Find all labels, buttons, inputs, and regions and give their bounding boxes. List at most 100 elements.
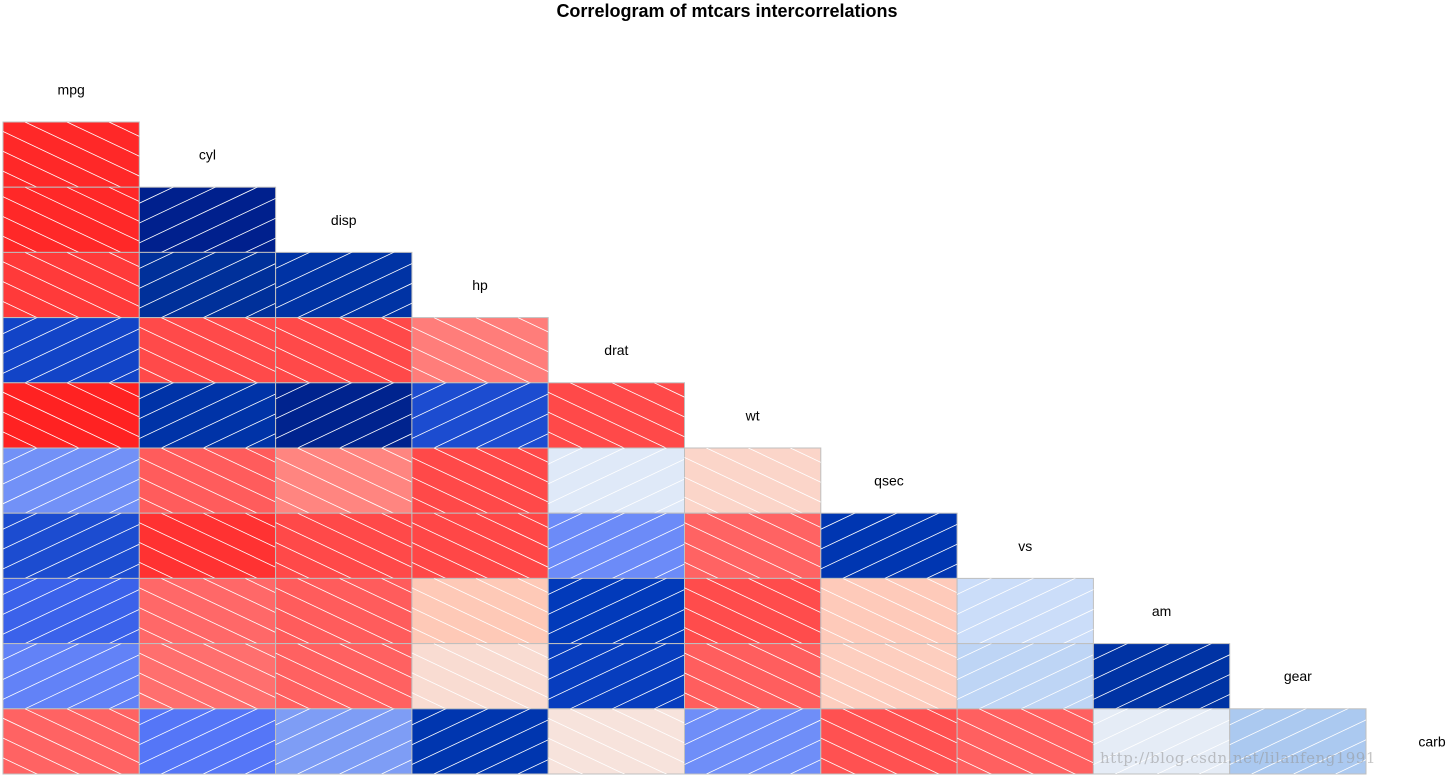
correlation-cell-gear-qsec xyxy=(820,643,958,710)
cell-hatch xyxy=(684,578,821,644)
cell-fill xyxy=(684,643,822,710)
cell-hatch xyxy=(684,448,821,514)
cell-fill xyxy=(820,708,958,775)
variable-label-hp: hp xyxy=(472,277,488,293)
correlation-cell-am-mpg xyxy=(2,577,140,645)
cell-fill xyxy=(820,643,958,710)
cell-fill xyxy=(2,577,140,645)
cell-fill xyxy=(411,512,549,579)
cell-fill xyxy=(138,251,277,319)
cell-hatch xyxy=(275,643,412,709)
correlation-cell-qsec-disp xyxy=(275,447,413,514)
cell-fill xyxy=(138,643,277,710)
cell-hatch xyxy=(411,513,549,579)
cell-hatch xyxy=(3,513,140,579)
cell-fill xyxy=(411,577,549,645)
cell-fill xyxy=(275,643,413,710)
cell-hatch xyxy=(820,578,958,644)
cell-fill xyxy=(411,382,549,449)
cell-fill xyxy=(275,708,413,775)
variable-label-drat: drat xyxy=(604,342,628,358)
cell-hatch xyxy=(684,513,821,579)
variable-label-mpg: mpg xyxy=(58,81,85,97)
cell-hatch xyxy=(3,122,140,188)
cell-fill xyxy=(1092,643,1231,710)
correlation-cell-gear-drat xyxy=(547,643,686,710)
cell-fill xyxy=(275,317,413,384)
cell-hatch xyxy=(1093,643,1230,709)
cell-fill xyxy=(820,512,958,579)
cell-fill xyxy=(684,512,822,579)
correlation-cell-gear-cyl xyxy=(138,643,277,710)
variable-label-wt: wt xyxy=(745,407,760,423)
variable-label-qsec: qsec xyxy=(874,473,904,489)
correlation-cell-vs-wt xyxy=(684,512,822,579)
cell-hatch xyxy=(3,578,140,644)
correlation-cell-carb-drat xyxy=(547,708,686,775)
cell-hatch xyxy=(139,382,276,448)
cell-fill xyxy=(411,447,549,514)
correlation-cell-vs-mpg xyxy=(2,512,140,579)
cell-hatch xyxy=(548,448,685,514)
cell-hatch xyxy=(139,317,276,383)
watermark-text: http://blog.csdn.net/lilanfeng1991 xyxy=(1100,749,1376,767)
cell-hatch xyxy=(820,513,958,579)
cell-fill xyxy=(411,317,549,384)
correlation-cell-wt-hp xyxy=(411,382,549,449)
cell-hatch xyxy=(275,317,412,383)
variable-label-vs: vs xyxy=(1018,538,1032,554)
cell-hatch xyxy=(139,513,276,579)
cell-hatch xyxy=(957,708,1094,774)
cell-hatch xyxy=(275,513,412,579)
cell-hatch xyxy=(1093,708,1230,774)
cell-hatch xyxy=(275,708,412,774)
cell-hatch xyxy=(548,513,685,579)
cell-fill xyxy=(547,512,686,579)
correlation-cell-vs-qsec xyxy=(820,512,958,579)
correlation-cell-disp-mpg xyxy=(2,186,140,253)
cell-fill xyxy=(1092,708,1231,775)
cell-fill xyxy=(684,708,822,775)
correlation-cell-carb-vs xyxy=(956,708,1094,775)
cell-hatch xyxy=(411,382,549,448)
cell-hatch xyxy=(3,252,140,318)
cell-hatch xyxy=(684,708,821,774)
correlation-cell-am-disp xyxy=(275,577,413,645)
cell-fill xyxy=(138,317,277,384)
correlation-cell-am-qsec xyxy=(820,577,958,645)
cell-hatch xyxy=(275,252,412,318)
cell-hatch xyxy=(684,643,821,709)
cell-hatch xyxy=(3,187,140,253)
correlation-cell-gear-hp xyxy=(411,643,549,710)
cell-fill xyxy=(275,382,413,449)
cell-fill xyxy=(547,708,686,775)
cell-hatch xyxy=(3,382,140,448)
cell-hatch xyxy=(820,708,958,774)
cell-hatch xyxy=(3,708,140,774)
correlation-cell-am-drat xyxy=(547,577,686,645)
correlation-cell-cyl-mpg xyxy=(2,121,140,188)
cell-fill xyxy=(138,708,277,775)
cell-fill xyxy=(2,186,140,253)
variable-label-disp: disp xyxy=(331,212,357,228)
cell-fill xyxy=(547,643,686,710)
cell-fill xyxy=(275,251,413,319)
cell-fill xyxy=(275,512,413,579)
correlation-cell-hp-cyl xyxy=(138,251,277,319)
cell-fill xyxy=(138,382,277,449)
cell-hatch xyxy=(548,643,685,709)
cell-hatch xyxy=(139,448,276,514)
correlation-cell-carb-wt xyxy=(684,708,822,775)
cell-fill xyxy=(684,447,822,514)
cell-fill xyxy=(547,577,686,645)
chart-title: Correlogram of mtcars intercorrelations xyxy=(556,1,898,21)
variable-label-gear: gear xyxy=(1284,668,1312,684)
correlation-cell-drat-disp xyxy=(275,317,413,384)
cell-fill xyxy=(275,577,413,645)
cell-hatch xyxy=(1229,708,1366,774)
cell-hatch xyxy=(411,708,549,774)
cell-fill xyxy=(411,708,549,775)
cell-fill xyxy=(1229,708,1367,775)
cell-hatch xyxy=(3,643,140,709)
correlation-cell-carb-gear xyxy=(1229,708,1367,775)
